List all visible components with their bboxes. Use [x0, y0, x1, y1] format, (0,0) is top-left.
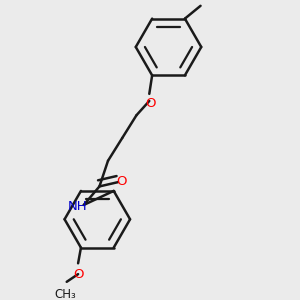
Text: O: O — [146, 97, 156, 110]
Text: NH: NH — [68, 200, 87, 213]
Text: O: O — [73, 268, 83, 281]
Text: CH₃: CH₃ — [54, 287, 76, 300]
Text: O: O — [116, 175, 127, 188]
